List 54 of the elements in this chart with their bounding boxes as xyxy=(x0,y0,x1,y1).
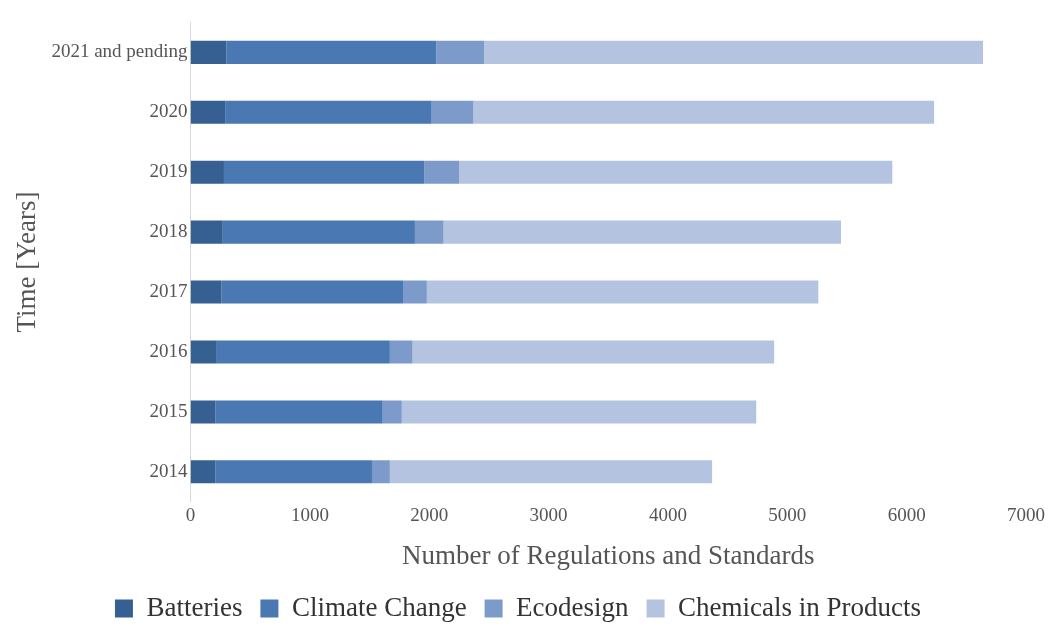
x-axis-title: Number of Regulations and Standards xyxy=(402,539,815,570)
bar xyxy=(484,40,984,64)
bar xyxy=(190,160,224,184)
bar xyxy=(226,40,437,64)
bar xyxy=(431,100,474,124)
bar xyxy=(389,460,713,484)
y-tick-label: 2014 xyxy=(149,459,189,481)
y-tick-label: 2018 xyxy=(149,220,188,242)
bar xyxy=(426,280,819,304)
bar xyxy=(436,40,485,64)
bar xyxy=(401,400,757,424)
x-tick-label: 3000 xyxy=(529,504,568,526)
y-axis-title: Time [Years] xyxy=(11,191,42,333)
bar xyxy=(190,100,226,124)
y-tick-label: 2020 xyxy=(149,100,188,122)
bar xyxy=(473,100,935,124)
x-tick-label: 2000 xyxy=(410,504,449,526)
legend-label: Climate Change xyxy=(291,591,467,622)
bar xyxy=(371,460,390,484)
legend-label: Ecodesign xyxy=(516,591,630,622)
y-tick-label: 2015 xyxy=(149,399,188,421)
bar xyxy=(402,280,427,304)
legend-label: Batteries xyxy=(146,591,243,622)
bar xyxy=(412,340,775,364)
legend-label: Chemicals in Products xyxy=(678,591,922,622)
bar xyxy=(443,220,842,244)
bar xyxy=(190,280,222,304)
bar xyxy=(223,160,425,184)
x-tick-label: 4000 xyxy=(648,504,687,526)
y-tick-label: 2019 xyxy=(149,160,188,182)
bar xyxy=(190,400,216,424)
bar xyxy=(190,220,223,244)
x-tick-label: 1000 xyxy=(290,504,329,526)
bar xyxy=(389,340,413,364)
bar xyxy=(225,100,432,124)
bar xyxy=(216,340,390,364)
bar xyxy=(215,460,372,484)
x-tick-label: 5000 xyxy=(768,504,807,526)
bar xyxy=(222,220,415,244)
bar xyxy=(190,40,227,64)
x-tick-label: 7000 xyxy=(1007,504,1045,526)
y-tick-label: 2017 xyxy=(149,280,188,302)
bar xyxy=(459,160,893,184)
bar xyxy=(414,220,444,244)
bar xyxy=(190,340,217,364)
y-tick-label: 2016 xyxy=(149,339,188,361)
x-tick-label: 0 xyxy=(185,504,196,526)
bar xyxy=(221,280,403,304)
bar xyxy=(424,160,460,184)
x-tick-label: 6000 xyxy=(887,504,926,526)
bar xyxy=(382,400,402,424)
bar xyxy=(215,400,383,424)
bar xyxy=(190,460,216,484)
y-tick-label: 2021 and pending xyxy=(51,40,189,62)
